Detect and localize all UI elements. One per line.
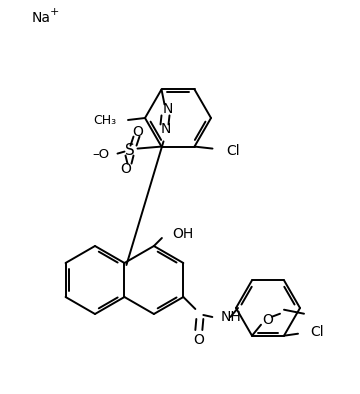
Text: O: O xyxy=(120,162,131,176)
Text: O: O xyxy=(132,125,143,139)
Text: NH: NH xyxy=(220,310,241,324)
Text: +: + xyxy=(50,7,59,17)
Text: Na: Na xyxy=(32,11,51,25)
Text: O: O xyxy=(262,313,274,327)
Text: Cl: Cl xyxy=(310,325,324,339)
Text: O: O xyxy=(193,333,204,347)
Text: Cl: Cl xyxy=(226,143,240,158)
Text: CH₃: CH₃ xyxy=(93,113,116,126)
Text: –O: –O xyxy=(93,148,109,161)
Text: OH: OH xyxy=(172,227,193,241)
Text: N: N xyxy=(160,123,171,136)
Text: N: N xyxy=(162,102,173,116)
Text: S: S xyxy=(125,143,134,158)
